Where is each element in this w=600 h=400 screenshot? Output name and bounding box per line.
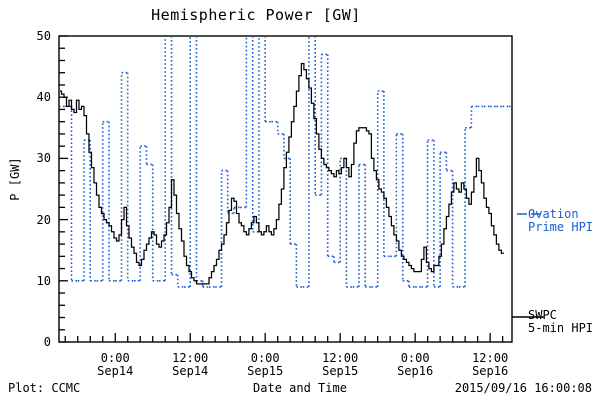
- y-tick-label: 40: [36, 90, 51, 105]
- x-tick-date: Sep16: [472, 364, 509, 378]
- legend-ovation-line1: Ovation: [528, 207, 579, 221]
- y-tick-label: 10: [36, 273, 51, 288]
- x-tick-date: Sep14: [172, 364, 209, 378]
- chart-title: Hemispheric Power [GW]: [151, 6, 361, 24]
- footer-timestamp: 2015/09/16 16:00:08: [454, 381, 592, 395]
- y-tick-label: 50: [36, 29, 51, 43]
- x-tick-time: 0:00: [400, 351, 430, 365]
- series-swpc-5min-hpi: [60, 62, 504, 285]
- x-tick-label: 0:00 Sep15: [220, 352, 310, 378]
- x-tick-label: 0:00 Sep16: [370, 352, 460, 378]
- x-tick-label: 12:00 Sep15: [295, 352, 385, 378]
- legend-swpc-line2: 5-min HPI: [528, 321, 594, 335]
- legend-ovation-line2: Prime HPI: [528, 220, 594, 234]
- y-tick-label: 20: [36, 212, 51, 227]
- series-ovation-prime-hpi: [60, 37, 511, 288]
- x-axis-label: Date and Time: [253, 381, 347, 395]
- y-tick-label: 30: [36, 151, 51, 166]
- x-tick-label: 12:00 Sep16: [445, 352, 535, 378]
- footer-plot-source: Plot: CCMC: [8, 381, 81, 395]
- legend-entry-ovation: Ovation Prime HPI: [528, 208, 593, 234]
- x-tick-label: 12:00 Sep14: [145, 352, 235, 378]
- y-tick-label: 0: [43, 335, 51, 349]
- x-tick-time: 0:00: [250, 351, 280, 365]
- x-tick-label: 0:00 Sep14: [70, 352, 160, 378]
- x-tick-time: 12:00: [172, 351, 209, 365]
- x-tick-time: 12:00: [322, 351, 359, 365]
- legend-entry-swpc: SWPC 5-min HPI: [528, 309, 593, 335]
- x-tick-time: 12:00: [472, 351, 509, 365]
- x-tick-date: Sep16: [397, 364, 434, 378]
- x-tick-date: Sep14: [97, 364, 134, 378]
- x-tick-date: Sep15: [247, 364, 284, 378]
- plot-frame: [58, 35, 513, 343]
- x-tick-time: 0:00: [100, 351, 130, 365]
- x-tick-date: Sep15: [322, 364, 359, 378]
- legend-swpc-line1: SWPC: [528, 308, 557, 322]
